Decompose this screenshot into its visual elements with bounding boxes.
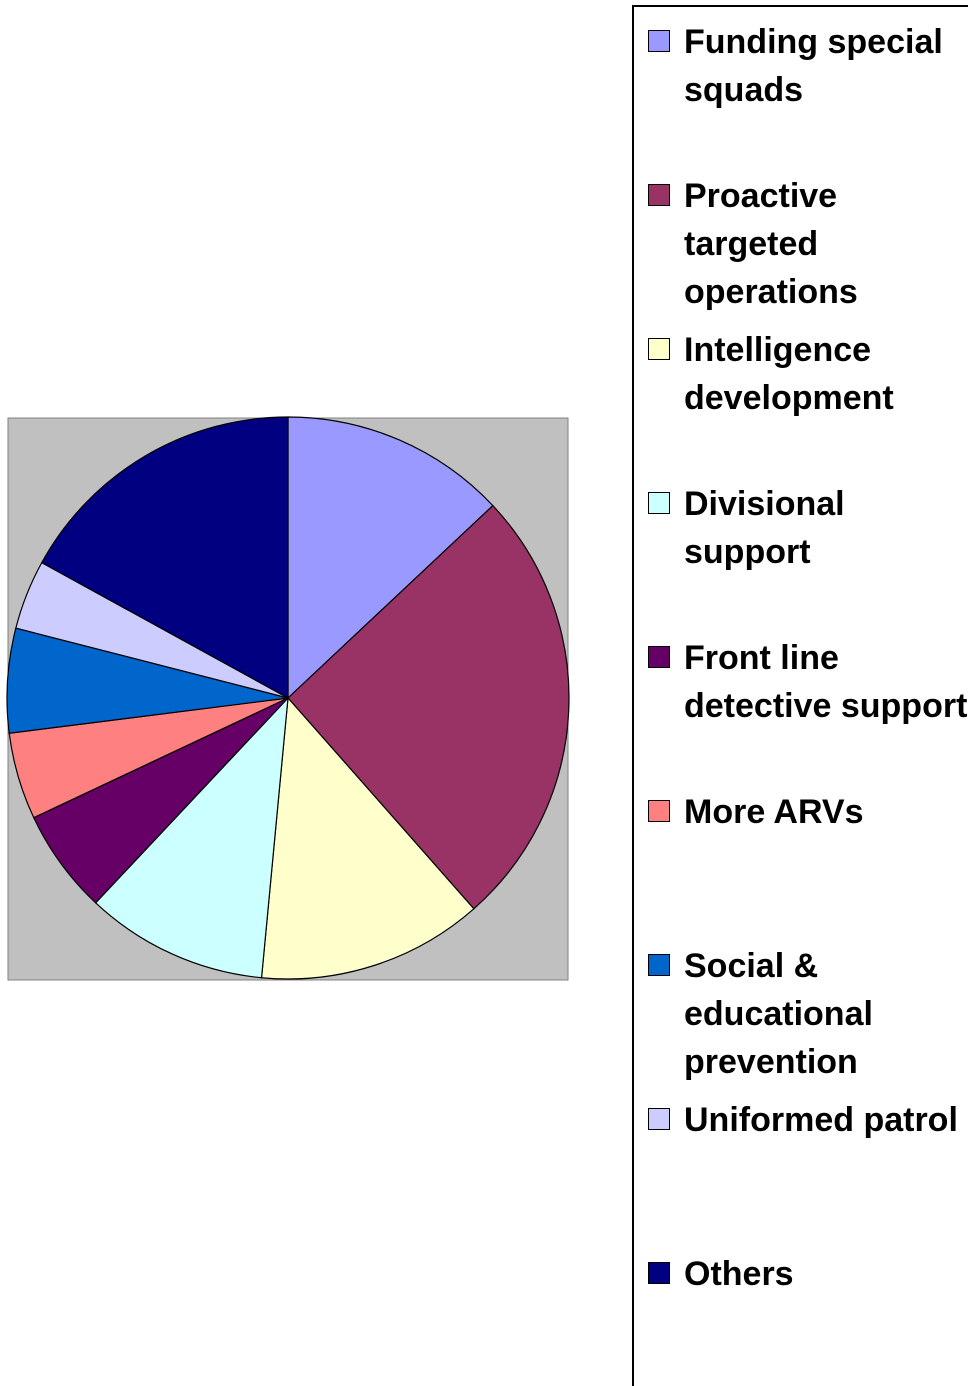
legend-swatch <box>648 800 670 822</box>
legend-label: More ARVs <box>684 793 864 831</box>
chart <box>6 416 570 981</box>
legend-swatch <box>648 492 670 514</box>
legend-swatch <box>648 30 670 52</box>
legend-swatch <box>648 954 670 976</box>
pie-slice <box>287 416 494 700</box>
legend-label: Proactive targeted operations <box>684 177 858 311</box>
legend-swatch <box>648 646 670 668</box>
legend-label: Others <box>684 1255 794 1293</box>
legend-swatch <box>648 184 670 206</box>
legend-label: Uniformed patrol <box>684 1101 958 1139</box>
legend: Funding special squads Proactive targeted… <box>632 5 968 1386</box>
legend-label: Funding special squads <box>684 23 943 109</box>
legend-label: Social & educational prevention <box>684 947 873 1081</box>
pie-slice <box>94 696 289 979</box>
legend-swatch <box>648 338 670 360</box>
pie-slice <box>40 416 289 700</box>
legend-label: Front line detective support <box>684 639 968 725</box>
legend-swatch <box>648 1262 670 1284</box>
legend-label: Intelligence development <box>684 331 894 417</box>
legend-label: Divisional support <box>684 485 845 571</box>
legend-swatch <box>648 1108 670 1130</box>
pie-slice <box>260 696 475 980</box>
pie-slice <box>287 504 570 910</box>
